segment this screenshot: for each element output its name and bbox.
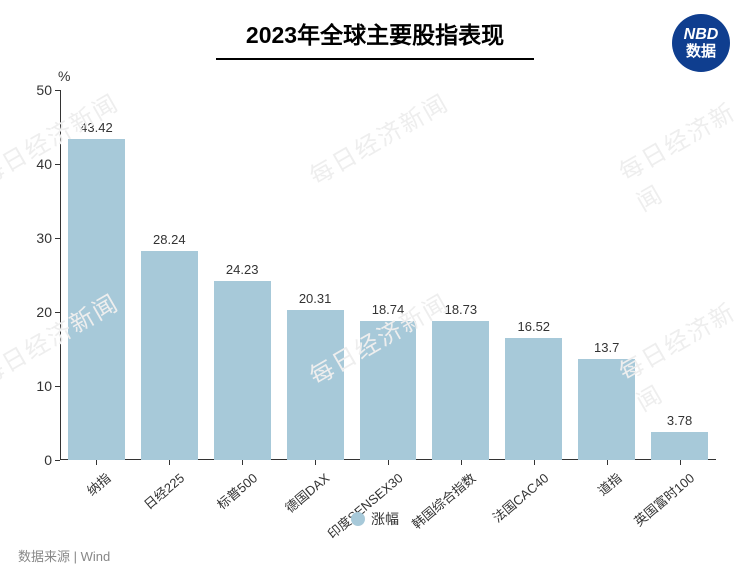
- chart-area: 0102030405043.42纳指28.24日经22524.23标普50020…: [60, 90, 716, 460]
- y-tick-label: 0: [44, 452, 52, 468]
- x-category-label: 法国CAC40: [488, 468, 552, 526]
- y-tick-label: 20: [36, 304, 52, 320]
- legend-label: 涨幅: [371, 509, 399, 529]
- x-tick-mark: [96, 460, 97, 465]
- x-tick-mark: [242, 460, 243, 465]
- y-tick-label: 30: [36, 230, 52, 246]
- x-category-label: 日经225: [139, 468, 188, 513]
- x-tick-mark: [607, 460, 608, 465]
- x-tick-mark: [534, 460, 535, 465]
- x-category-label: 德国DAX: [281, 468, 334, 516]
- badge-line2: 数据: [686, 44, 716, 60]
- y-tick-label: 10: [36, 378, 52, 394]
- x-tick-mark: [388, 460, 389, 465]
- x-category-label: 道指: [593, 468, 625, 499]
- bar-value-label: 20.31: [299, 291, 332, 306]
- y-tick-mark: [55, 312, 60, 313]
- nbd-badge: NBD 数据: [672, 14, 730, 72]
- bar-value-label: 28.24: [153, 232, 186, 247]
- x-tick-mark: [169, 460, 170, 465]
- y-tick-label: 50: [36, 82, 52, 98]
- x-category-label: 标普500: [212, 468, 261, 513]
- x-tick-mark: [461, 460, 462, 465]
- data-source: 数据来源 | Wind: [18, 546, 110, 565]
- bar-value-label: 18.73: [445, 302, 478, 317]
- bar: 18.73: [432, 321, 489, 460]
- y-tick-mark: [55, 238, 60, 239]
- chart-title: 2023年全球主要股指表现: [216, 16, 534, 60]
- y-axis-line: [60, 90, 61, 460]
- bar: 43.42: [68, 139, 125, 460]
- bar: 20.31: [287, 310, 344, 460]
- legend-swatch: [351, 512, 365, 526]
- y-axis-unit: %: [58, 68, 70, 84]
- bar-value-label: 18.74: [372, 302, 405, 317]
- bar: 13.7: [578, 359, 635, 460]
- bar-value-label: 16.52: [517, 319, 550, 334]
- x-tick-mark: [315, 460, 316, 465]
- x-category-label: 印度SENSEX30: [323, 468, 407, 542]
- bar-value-label: 3.78: [667, 413, 692, 428]
- y-tick-mark: [55, 164, 60, 165]
- legend: 涨幅: [351, 509, 399, 529]
- bar-value-label: 13.7: [594, 340, 619, 355]
- bar: 24.23: [214, 281, 271, 460]
- bar: 3.78: [651, 432, 708, 460]
- x-category-label: 英国富时100: [629, 468, 698, 530]
- badge-line1: NBD: [684, 27, 719, 44]
- y-tick-mark: [55, 386, 60, 387]
- y-tick-label: 40: [36, 156, 52, 172]
- bar-value-label: 24.23: [226, 262, 259, 277]
- bar: 16.52: [505, 338, 562, 460]
- x-category-label: 韩国综合指数: [407, 468, 479, 533]
- bar-value-label: 43.42: [80, 120, 113, 135]
- y-tick-mark: [55, 460, 60, 461]
- y-tick-mark: [55, 90, 60, 91]
- bar: 18.74: [360, 321, 417, 460]
- x-tick-mark: [680, 460, 681, 465]
- bar: 28.24: [141, 251, 198, 460]
- x-category-label: 纳指: [83, 468, 115, 499]
